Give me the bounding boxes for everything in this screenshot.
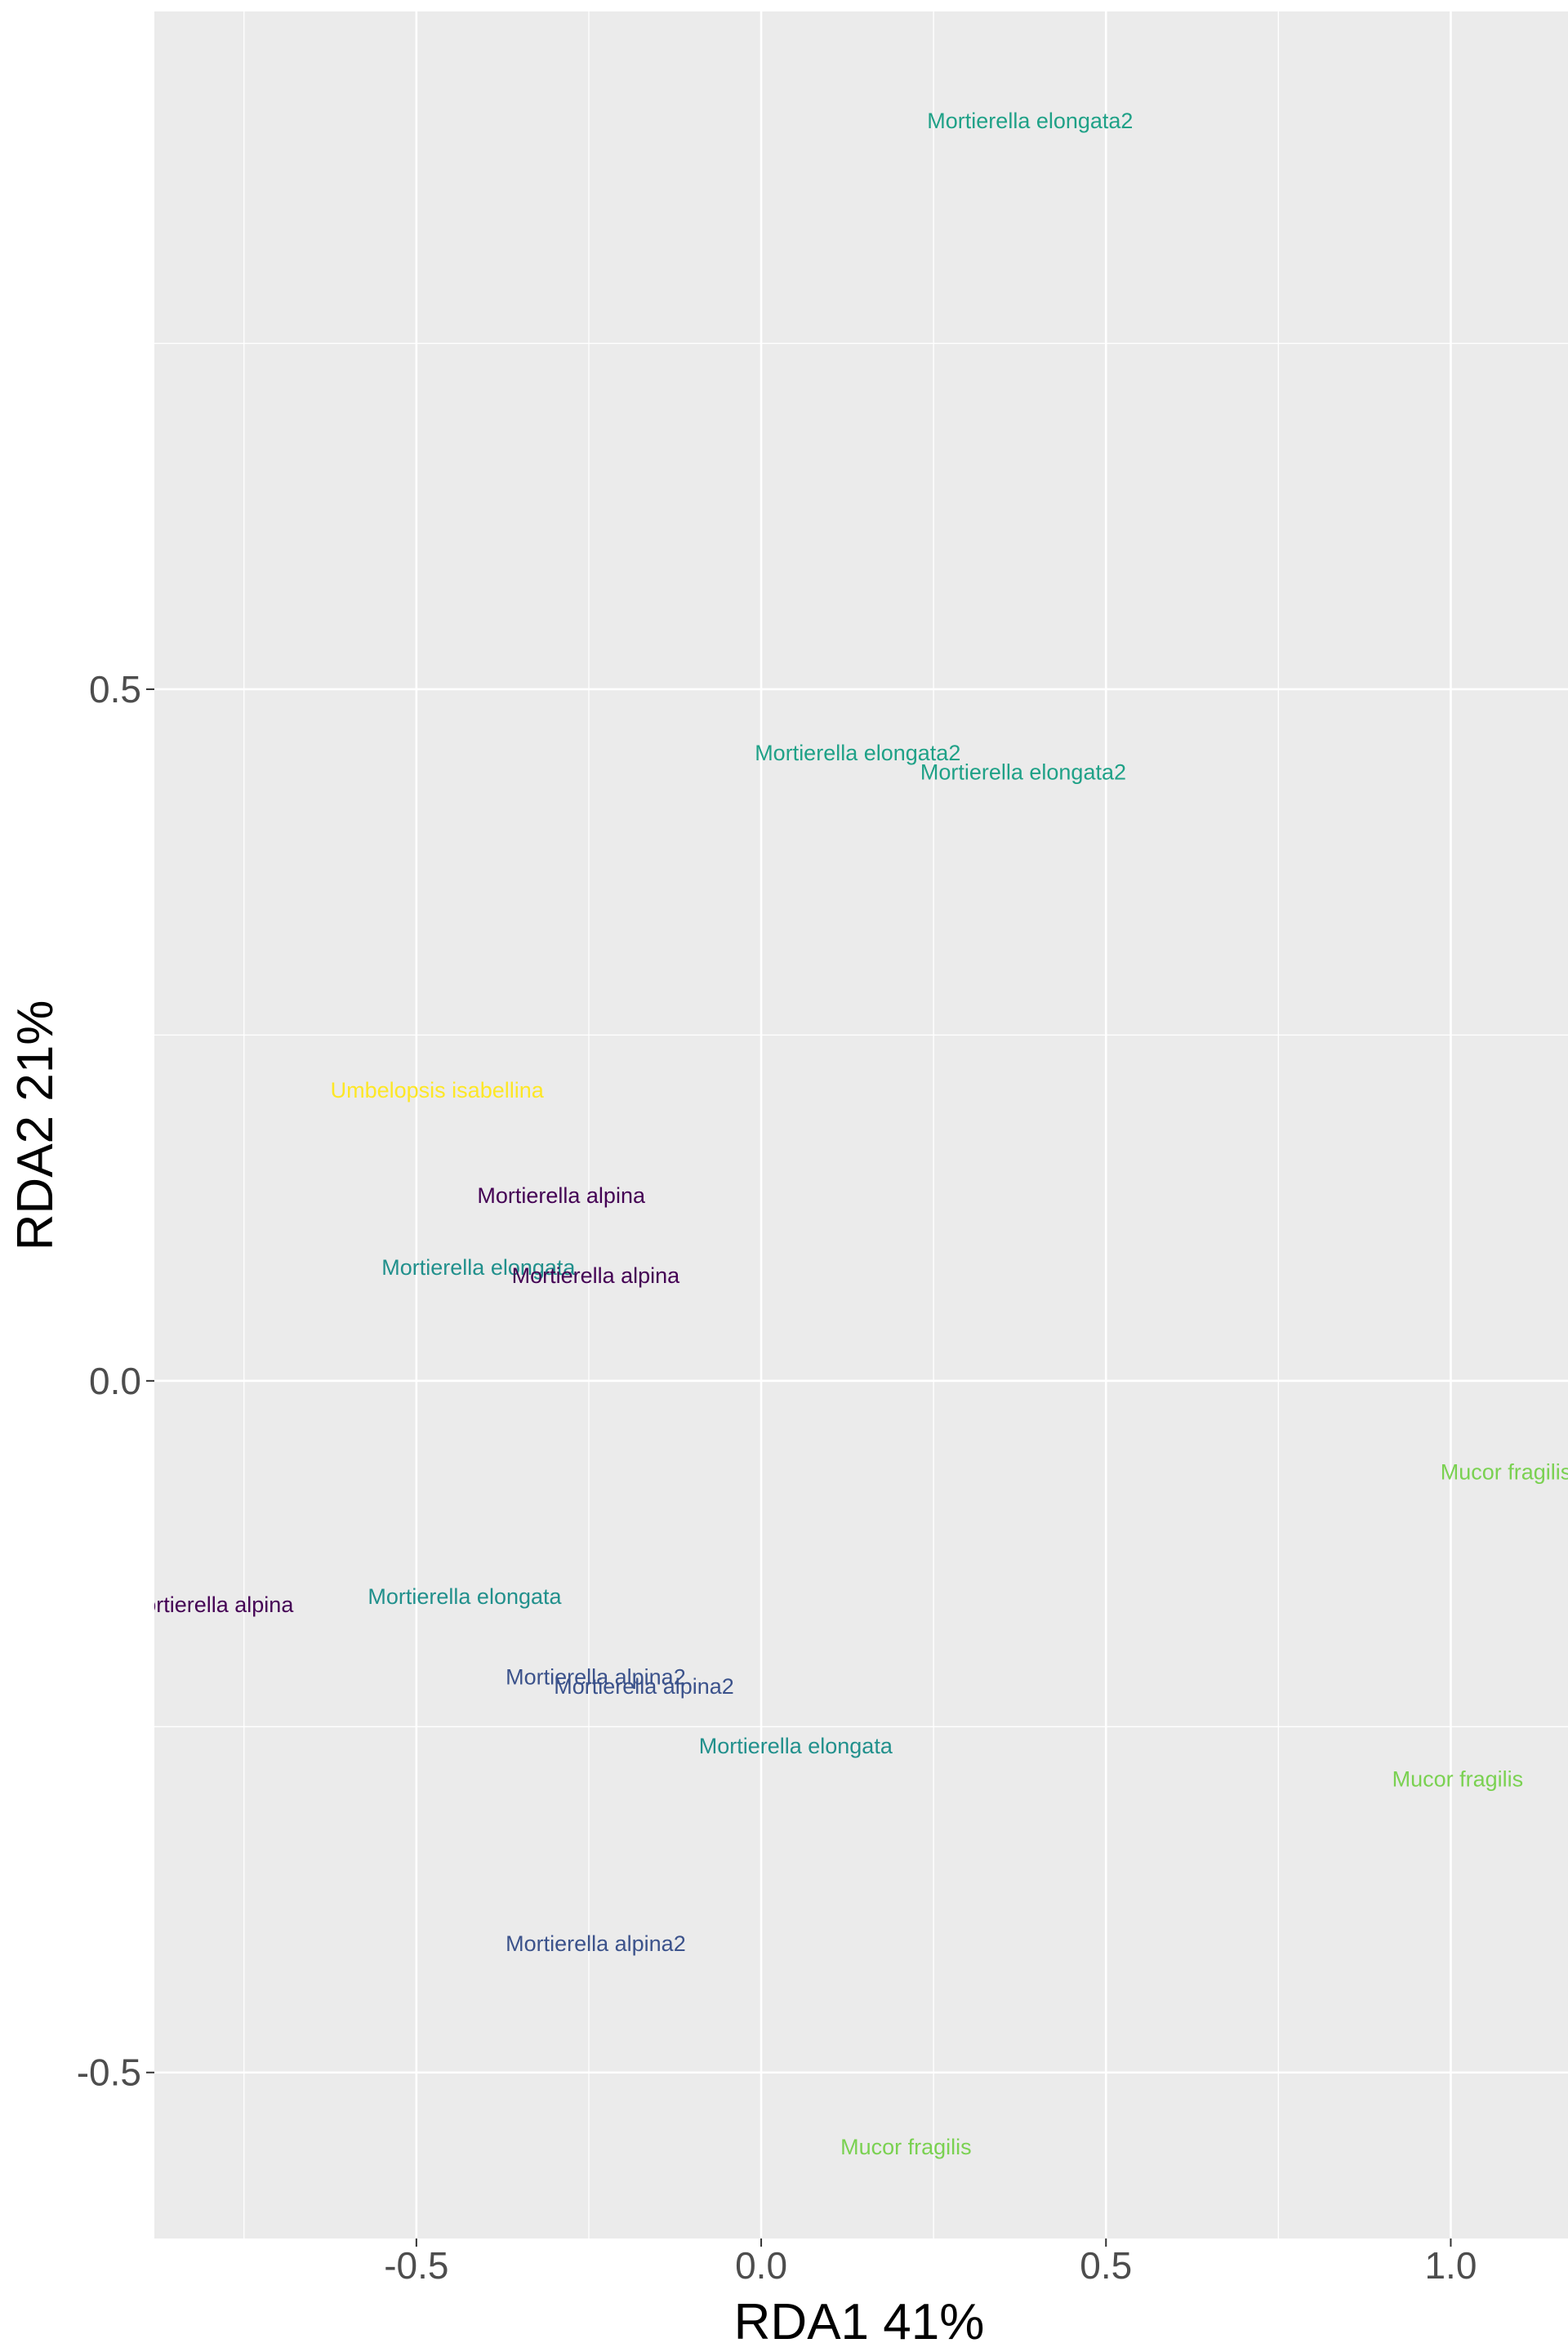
plot-panel [154,11,1568,2238]
point-label: Mucor fragilis [840,2135,972,2159]
x-tick-label: 1.0 [1424,2244,1477,2287]
point-label: Mortierella elongata [368,1584,562,1609]
x-tick-label: -0.5 [384,2244,448,2287]
point-label: Mortierella alpina2 [506,1931,686,1956]
point-label: Mortierella alpina [512,1263,681,1288]
point-label: Mucor fragilis [1441,1460,1568,1485]
x-tick-label: 0.5 [1080,2244,1132,2287]
grid-lines [154,11,1568,2238]
x-axis-title: RDA1 41% [734,2294,985,2350]
point-label: Mortierella elongata2 [755,741,960,765]
y-tick-label: 0.0 [89,1360,141,1402]
point-label: Mortierella alpina [477,1183,646,1208]
point-label: Mortierella elongata [381,1255,576,1280]
point-label: Mortierella elongata2 [920,760,1126,785]
point-label: Mucor fragilis [1392,1767,1524,1792]
axes: -0.5 0.0 0.5 1.0 -0.5 0.0 0.5 [77,668,1477,2287]
point-label: Mortierella elongata2 [927,109,1133,133]
point-label: Mortierella alpina2 [554,1674,734,1699]
point-label: Umbelopsis isabellina [331,1078,545,1102]
point-label: Mortierella elongata [699,1734,893,1758]
y-tick-label: -0.5 [77,2051,141,2094]
x-tick-label: 0.0 [735,2244,787,2287]
point-label: Mortierella alpina [126,1592,295,1617]
y-axis-title: RDA2 21% [7,1000,64,1251]
y-tick-label: 0.5 [89,668,141,710]
point-label: Mortierella alpina2 [506,1664,686,1689]
